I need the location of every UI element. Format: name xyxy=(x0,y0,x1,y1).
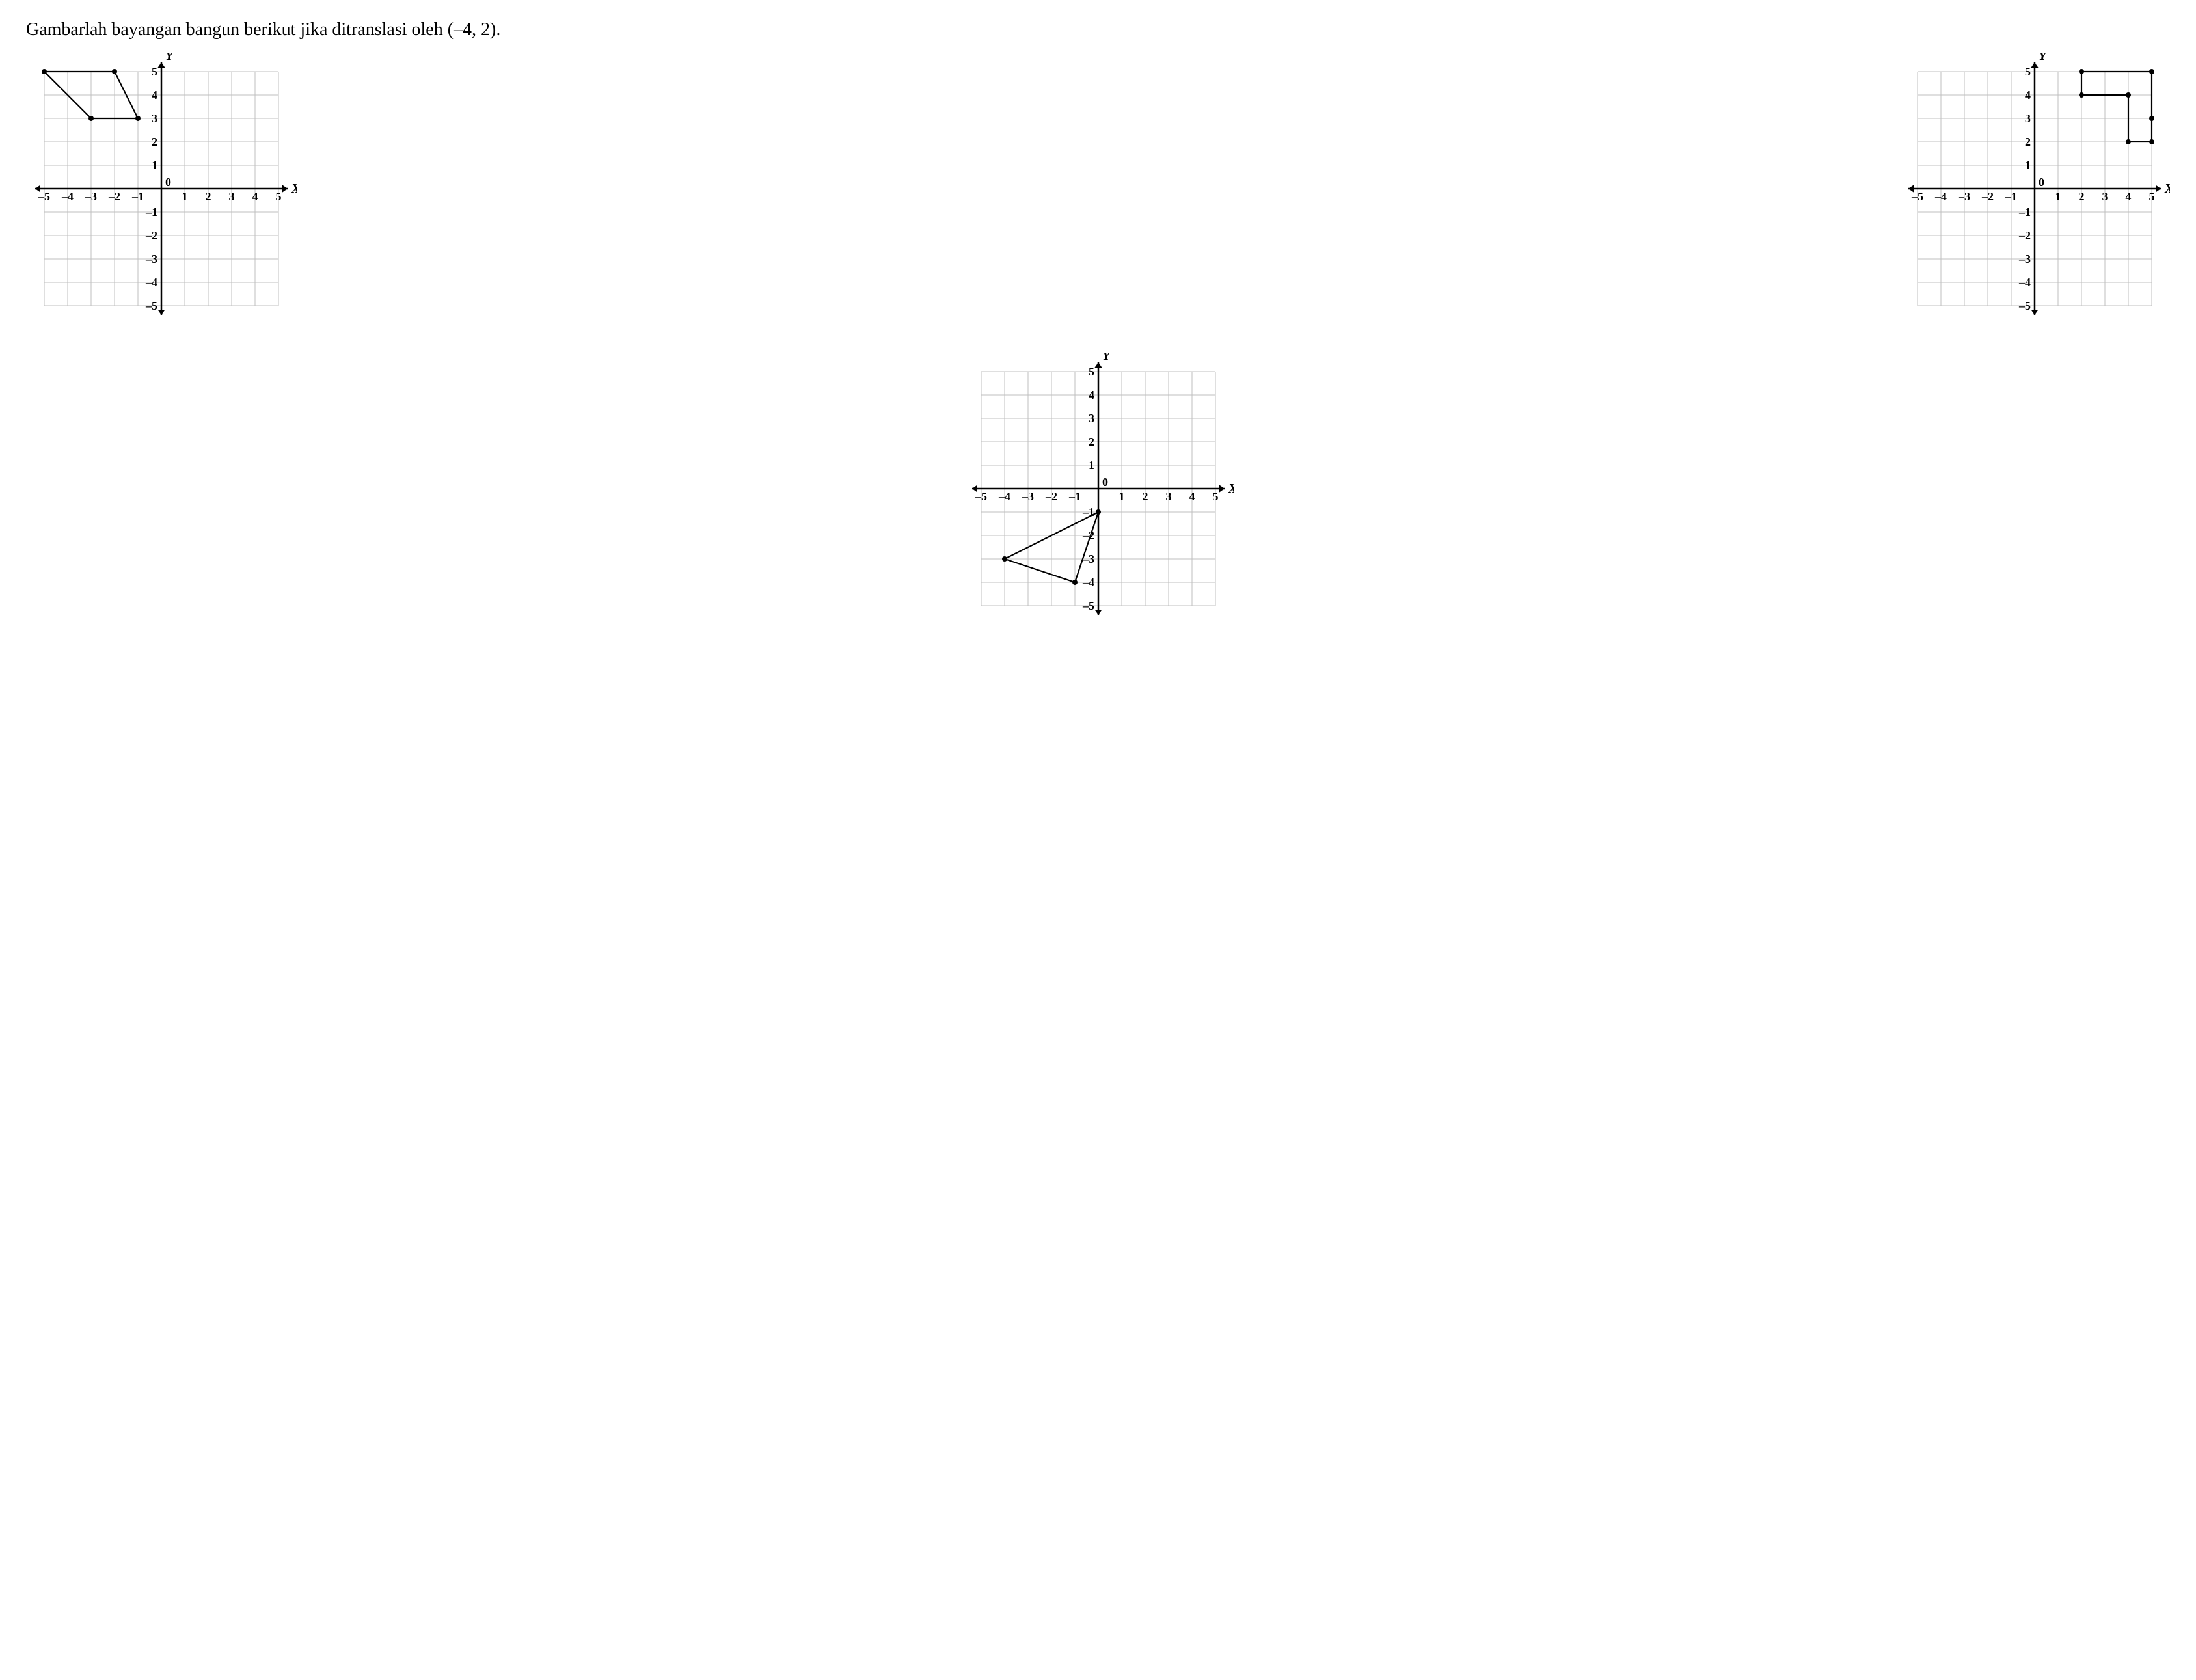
svg-text:4: 4 xyxy=(1089,388,1094,401)
svg-text:2: 2 xyxy=(1089,435,1094,448)
svg-text:–3: –3 xyxy=(2018,252,2031,265)
svg-text:2: 2 xyxy=(206,190,211,203)
svg-text:3: 3 xyxy=(1165,490,1171,503)
svg-text:4: 4 xyxy=(152,88,157,102)
svg-text:–2: –2 xyxy=(1981,190,1994,203)
svg-text:–1: –1 xyxy=(131,190,144,203)
svg-text:–5: –5 xyxy=(1082,599,1094,612)
instruction-text: Gambarlah bayangan bangun berikut jika d… xyxy=(26,20,2170,40)
svg-text:1: 1 xyxy=(152,159,157,172)
svg-text:1: 1 xyxy=(1118,490,1124,503)
graph-a-container: –5–4–3–2–1012345–5–4–3–2–112345XY xyxy=(26,53,297,327)
row-1: –5–4–3–2–1012345–5–4–3–2–112345XY –5–4–3… xyxy=(26,53,2170,327)
svg-text:5: 5 xyxy=(2149,190,2155,203)
svg-text:–2: –2 xyxy=(145,229,157,242)
graph-b: –5–4–3–2–1012345–5–4–3–2–112345XY xyxy=(1899,53,2170,324)
svg-text:–1: –1 xyxy=(1068,490,1081,503)
svg-text:–4: –4 xyxy=(61,190,74,203)
svg-text:5: 5 xyxy=(2025,65,2031,78)
svg-text:3: 3 xyxy=(2102,190,2108,203)
svg-text:0: 0 xyxy=(165,176,171,189)
svg-text:5: 5 xyxy=(152,65,157,78)
svg-text:Y: Y xyxy=(1102,353,1111,363)
svg-text:–5: –5 xyxy=(1911,190,1923,203)
svg-text:–4: –4 xyxy=(1082,576,1094,589)
svg-text:–5: –5 xyxy=(975,490,987,503)
svg-text:0: 0 xyxy=(1102,476,1108,489)
row-2: –5–4–3–2–1012345–5–4–3–2–112345XY xyxy=(26,353,2170,627)
graph-b-container: –5–4–3–2–1012345–5–4–3–2–112345XY xyxy=(1899,53,2170,327)
svg-text:1: 1 xyxy=(1089,459,1094,472)
svg-text:X: X xyxy=(2164,182,2170,196)
graph-c: –5–4–3–2–1012345–5–4–3–2–112345XY xyxy=(963,353,1234,624)
svg-text:4: 4 xyxy=(2126,190,2132,203)
svg-text:5: 5 xyxy=(1212,490,1218,503)
svg-text:–3: –3 xyxy=(85,190,97,203)
svg-text:X: X xyxy=(291,182,297,196)
svg-text:–1: –1 xyxy=(2005,190,2017,203)
svg-text:5: 5 xyxy=(276,190,282,203)
svg-text:–5: –5 xyxy=(38,190,50,203)
svg-text:–4: –4 xyxy=(145,276,157,289)
svg-text:–2: –2 xyxy=(2018,229,2031,242)
svg-text:Y: Y xyxy=(2039,53,2048,63)
svg-text:–2: –2 xyxy=(1045,490,1057,503)
svg-text:0: 0 xyxy=(2039,176,2044,189)
svg-text:–3: –3 xyxy=(1958,190,1970,203)
svg-text:–5: –5 xyxy=(145,299,157,312)
svg-text:–4: –4 xyxy=(2018,276,2031,289)
svg-text:5: 5 xyxy=(1089,365,1094,378)
svg-text:2: 2 xyxy=(2079,190,2085,203)
graph-c-container: –5–4–3–2–1012345–5–4–3–2–112345XY xyxy=(963,353,1234,627)
svg-text:–1: –1 xyxy=(2018,206,2031,219)
svg-text:–5: –5 xyxy=(2018,299,2031,312)
svg-text:–1: –1 xyxy=(145,206,157,219)
svg-text:2: 2 xyxy=(2025,135,2031,148)
svg-text:2: 2 xyxy=(1142,490,1148,503)
svg-text:4: 4 xyxy=(252,190,258,203)
svg-text:3: 3 xyxy=(1089,412,1094,425)
graph-a: –5–4–3–2–1012345–5–4–3–2–112345XY xyxy=(26,53,297,324)
svg-text:–2: –2 xyxy=(108,190,120,203)
svg-text:4: 4 xyxy=(2025,88,2031,102)
svg-text:–3: –3 xyxy=(1022,490,1034,503)
svg-text:3: 3 xyxy=(229,190,235,203)
svg-text:3: 3 xyxy=(2025,112,2031,125)
svg-text:2: 2 xyxy=(152,135,157,148)
svg-text:–3: –3 xyxy=(145,252,157,265)
svg-text:1: 1 xyxy=(182,190,188,203)
svg-text:1: 1 xyxy=(2055,190,2061,203)
svg-text:1: 1 xyxy=(2025,159,2031,172)
svg-text:–4: –4 xyxy=(1934,190,1947,203)
svg-text:–4: –4 xyxy=(998,490,1010,503)
svg-text:Y: Y xyxy=(165,53,174,63)
svg-text:3: 3 xyxy=(152,112,157,125)
svg-text:4: 4 xyxy=(1189,490,1195,503)
svg-text:X: X xyxy=(1228,481,1234,496)
